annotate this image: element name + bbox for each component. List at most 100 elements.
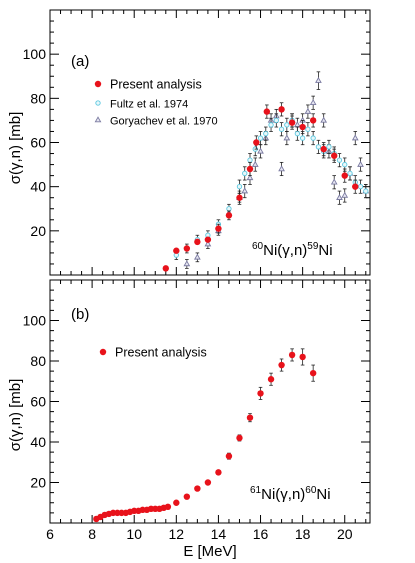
data-point xyxy=(257,390,264,397)
data-point xyxy=(164,503,172,510)
data-point xyxy=(299,353,306,361)
series-fultz-et-al-1974 xyxy=(173,113,369,260)
series-present-analysis xyxy=(93,348,317,523)
y-tick-label: 100 xyxy=(23,313,47,329)
data-point xyxy=(204,240,212,247)
panel-a-y-axis-label: σ(γ,n) [mb] xyxy=(7,112,24,185)
data-point xyxy=(263,131,269,137)
data-point xyxy=(263,108,271,115)
data-point xyxy=(310,135,316,141)
data-point xyxy=(352,183,359,190)
data-point xyxy=(320,116,328,123)
x-tick-label: 6 xyxy=(46,526,54,542)
x-tick-label: 12 xyxy=(169,526,185,542)
data-point xyxy=(268,122,274,128)
data-point xyxy=(357,160,364,167)
data-point xyxy=(305,126,311,132)
data-point xyxy=(336,193,343,200)
legend-label: Fultz et al. 1974 xyxy=(110,99,188,111)
data-point xyxy=(341,191,349,198)
panel-a-ticks xyxy=(49,9,370,276)
data-point xyxy=(183,493,191,500)
data-point xyxy=(247,157,253,163)
data-point xyxy=(215,225,222,232)
legend-entry: Fultz et al. 1974 xyxy=(95,99,188,111)
data-point xyxy=(241,187,249,194)
data-point xyxy=(336,157,343,163)
data-point xyxy=(193,253,201,260)
legend-label: Present analysis xyxy=(115,346,207,360)
panel-b-label: (b) xyxy=(71,306,89,323)
data-point xyxy=(330,178,338,185)
data-point xyxy=(183,260,191,267)
data-point xyxy=(253,139,260,146)
data-point xyxy=(278,361,285,369)
data-point xyxy=(215,469,222,476)
legend-marker xyxy=(95,100,101,106)
data-point xyxy=(204,479,212,486)
legend-entry: Present analysis xyxy=(99,346,207,360)
data-point xyxy=(284,122,290,128)
x-axis-label: E [MeV] xyxy=(183,543,236,560)
data-point xyxy=(304,107,312,114)
data-point xyxy=(183,245,191,252)
data-point xyxy=(341,172,348,179)
panel-b: 20 40 60 80 100 σ(γ,n) [mb] (b) Present anal… xyxy=(7,279,371,524)
data-point xyxy=(194,238,201,246)
data-point xyxy=(278,126,285,132)
data-point xyxy=(299,123,306,131)
data-point xyxy=(278,106,285,113)
data-point xyxy=(342,161,348,168)
data-point xyxy=(293,121,301,128)
x-tick-label: 18 xyxy=(295,526,311,542)
data-point xyxy=(357,184,364,190)
data-point xyxy=(257,147,264,154)
panel-b-ticks xyxy=(49,279,370,524)
y-tick-label: 40 xyxy=(30,434,46,450)
data-point xyxy=(236,434,243,442)
data-point xyxy=(242,170,248,177)
data-point xyxy=(309,99,317,106)
x-tick-label: 14 xyxy=(211,526,227,542)
panel-a-legend: Present analysis Fultz et al. 1974 Goryach… xyxy=(94,78,218,128)
data-point xyxy=(351,134,359,141)
x-tick-label: 20 xyxy=(337,526,353,542)
data-point xyxy=(236,184,243,190)
data-point xyxy=(246,165,254,173)
panel-b-reaction-label: 61Ni(γ,n)60Ni xyxy=(250,485,331,503)
y-tick-label: 40 xyxy=(30,179,46,195)
panel-b-plot-area xyxy=(93,348,317,523)
data-point xyxy=(173,247,180,254)
data-point xyxy=(267,376,275,383)
y-tick-label: 20 xyxy=(30,475,46,491)
data-point xyxy=(294,131,301,137)
series-present-analysis xyxy=(162,102,359,272)
data-point xyxy=(363,188,369,194)
data-point xyxy=(320,145,327,153)
panel-b-y-tick-labels: 20 40 60 80 100 xyxy=(23,313,47,491)
panel-a: 20 40 60 80 100 σ(γ,n) [mb] (a) Present anal… xyxy=(7,9,371,276)
data-point xyxy=(246,174,254,181)
x-tick-label: 16 xyxy=(253,526,269,542)
y-tick-label: 80 xyxy=(30,353,46,369)
panel-b-legend: Present analysis xyxy=(99,346,207,360)
data-point xyxy=(194,485,201,492)
legend-marker xyxy=(94,116,102,123)
panel-a-plot-area xyxy=(162,71,370,272)
data-point xyxy=(246,414,254,421)
data-point xyxy=(278,165,285,172)
data-point xyxy=(257,135,264,141)
data-point xyxy=(309,369,317,377)
data-point xyxy=(309,117,317,124)
data-point xyxy=(283,134,291,141)
data-point xyxy=(162,265,169,272)
data-point xyxy=(204,236,212,243)
data-point xyxy=(288,119,296,126)
panel-a-reaction-label: 60Ni(γ,n)59Ni xyxy=(252,241,333,259)
data-point xyxy=(225,212,233,219)
legend-entry: Goryachev et al. 1970 xyxy=(94,116,218,128)
data-point xyxy=(226,206,232,212)
y-tick-label: 80 xyxy=(30,90,46,106)
data-point xyxy=(251,160,259,167)
